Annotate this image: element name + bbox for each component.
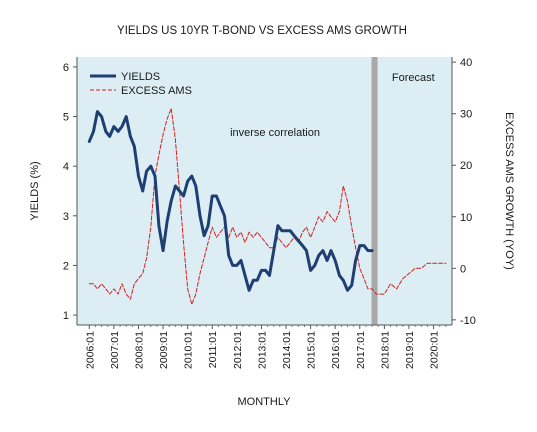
x-tick-label: 2013:01 bbox=[256, 331, 268, 369]
left-tick-label: 4 bbox=[63, 161, 69, 173]
right-tick-label: 20 bbox=[460, 160, 472, 172]
left-tick-label: 1 bbox=[63, 310, 69, 322]
right-tick-label: 40 bbox=[460, 57, 472, 69]
right-axis-ticks: -10 0 10 20 30 40 bbox=[452, 57, 476, 327]
plot-area bbox=[77, 57, 452, 325]
x-tick-label: 2010:01 bbox=[183, 331, 195, 369]
forecast-label: Forecast bbox=[392, 72, 435, 84]
x-tick-label: 2019:01 bbox=[404, 331, 416, 369]
right-tick-label: -10 bbox=[460, 315, 476, 327]
right-tick-label: 0 bbox=[460, 263, 466, 275]
series-line-yields bbox=[87, 110, 374, 292]
forecast-divider bbox=[371, 57, 378, 325]
x-tick-label: 2014:01 bbox=[281, 331, 293, 369]
x-tick-label: 2006:01 bbox=[84, 331, 96, 369]
series-line-excess-ams bbox=[88, 108, 447, 305]
forecast-band: Forecast bbox=[371, 57, 435, 325]
legend: YIELDS EXCESS AMS bbox=[90, 71, 192, 97]
left-axis-ticks: 1 2 3 4 5 6 bbox=[63, 62, 77, 322]
x-tick-label: 2017:01 bbox=[355, 331, 367, 369]
left-tick-label: 2 bbox=[63, 260, 69, 272]
x-tick-label: 2011:01 bbox=[207, 331, 219, 368]
left-tick-label: 6 bbox=[63, 62, 69, 74]
right-tick-label: 30 bbox=[460, 109, 472, 121]
right-tick-label: 10 bbox=[460, 212, 472, 224]
y-axis-right-label: EXCESS AMS GROWTH (YOY) bbox=[503, 112, 515, 270]
x-tick-label: 2008:01 bbox=[133, 331, 145, 369]
x-axis-label: MONTHLY bbox=[238, 396, 292, 408]
x-tick-label: 2020:01 bbox=[429, 331, 441, 369]
x-tick-label: 2018:01 bbox=[379, 331, 391, 369]
left-tick-label: 5 bbox=[63, 112, 69, 124]
x-axis-ticks: 2006:01 2007:01 2008:01 2009:01 2010:01 2011:… bbox=[84, 325, 447, 369]
left-tick-label: 3 bbox=[63, 211, 69, 223]
legend-label-excess-ams: EXCESS AMS bbox=[121, 85, 192, 97]
y-axis-left-label: YIELDS (%) bbox=[29, 161, 41, 220]
series-layer bbox=[87, 108, 447, 305]
x-tick-label: 2007:01 bbox=[109, 331, 121, 369]
legend-label-yields: YIELDS bbox=[121, 71, 160, 83]
chart-title: YIELDS US 10YR T-BOND VS EXCESS AMS GROW… bbox=[117, 25, 407, 37]
annotation-inverse-correlation: inverse correlation bbox=[230, 127, 320, 139]
x-tick-label: 2009:01 bbox=[158, 331, 170, 369]
x-tick-label: 2016:01 bbox=[330, 331, 342, 369]
x-tick-label: 2012:01 bbox=[232, 331, 244, 369]
x-tick-label: 2015:01 bbox=[306, 331, 318, 369]
